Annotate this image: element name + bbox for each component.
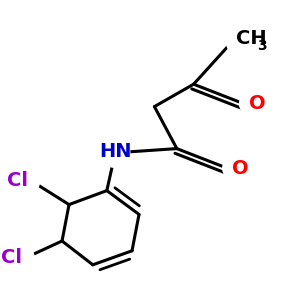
Circle shape — [7, 244, 34, 271]
Circle shape — [101, 138, 130, 167]
Text: 3: 3 — [257, 39, 266, 52]
Circle shape — [226, 21, 262, 58]
Circle shape — [239, 93, 261, 114]
Text: O: O — [249, 94, 266, 113]
Text: Cl: Cl — [7, 171, 28, 190]
Text: HN: HN — [99, 142, 131, 161]
Text: O: O — [232, 159, 249, 178]
Circle shape — [13, 167, 40, 194]
Circle shape — [223, 158, 244, 179]
Text: Cl: Cl — [1, 248, 22, 267]
Text: CH: CH — [236, 29, 266, 48]
